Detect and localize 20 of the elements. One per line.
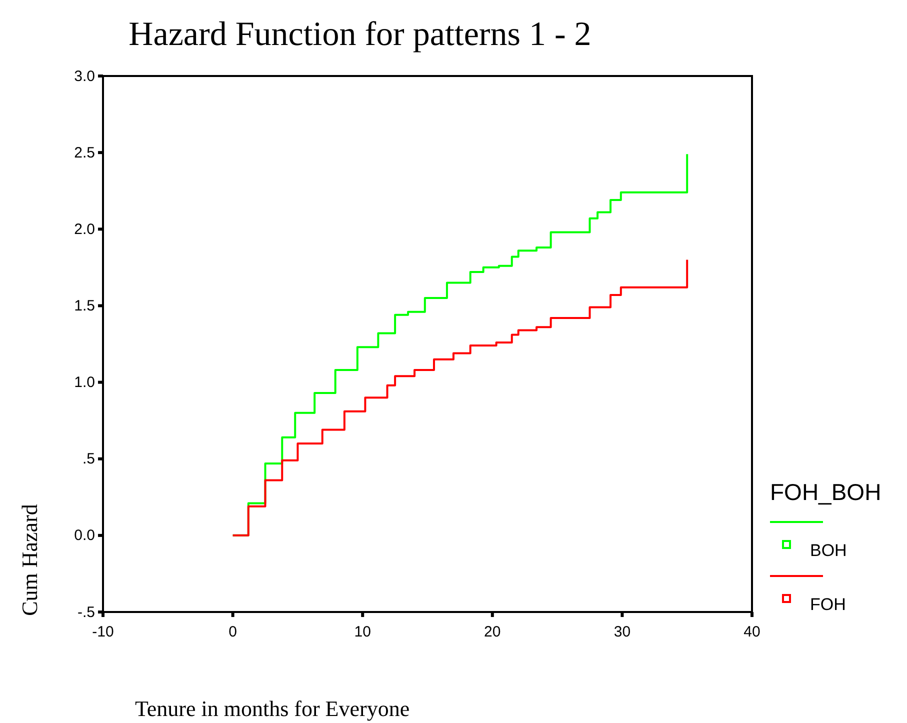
x-tick-label: 40 [744,624,760,640]
y-tick-label: 1.5 [74,298,95,315]
y-tick-label: .5 [82,450,95,468]
x-axis-title: Tenure in months for Everyone [135,696,410,721]
y-tick-label: -.5 [77,604,95,621]
x-tick-label: -10 [92,624,114,640]
y-axis-title: Cum Hazard [17,504,42,616]
legend-label: FOH [810,595,846,614]
x-tick-label: 10 [354,624,371,640]
x-tick-label: 20 [484,624,501,640]
legend-label: BOH [810,541,847,560]
y-tick-label: 1.0 [74,374,95,392]
y-tick-label: 0.0 [74,527,95,544]
y-tick-label: 2.0 [74,220,95,238]
x-tick-label: 30 [614,624,631,640]
chart-title: Hazard Function for patterns 1 - 2 [128,16,592,53]
x-tick-label: 0 [228,624,237,640]
y-tick-label: 2.5 [74,144,95,162]
legend-title: FOH_BOH [770,479,882,505]
y-tick-label: 3.0 [74,68,95,85]
